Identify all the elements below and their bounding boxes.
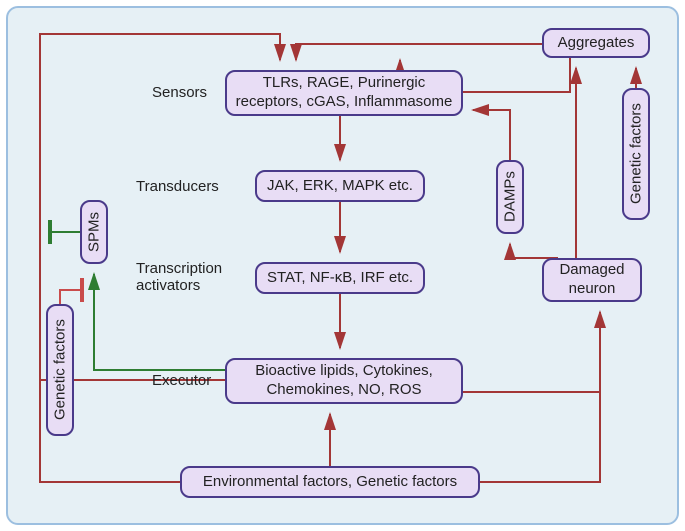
node-executor: Bioactive lipids, Cytokines, Chemokines,… [225,358,463,404]
node-transcription: STAT, NF-κB, IRF etc. [255,262,425,294]
edge-genL-inhibit-spms [60,290,84,304]
label-executor: Executor [152,372,211,389]
label-sensors: Sensors [152,84,207,101]
node-spms: SPMs [80,200,108,264]
label-transcription: Transcription activators [136,260,236,294]
node-envgen: Environmental factors, Genetic factors [180,466,480,498]
edge-exec-right-to-damaged [463,312,600,392]
edge-agg-to-sens-left [296,44,542,60]
node-aggregates: Aggregates [542,28,650,58]
edge-damaged-to-damps [510,244,558,258]
node-transducers: JAK, ERK, MAPK etc. [255,170,425,202]
node-genetic-right: Genetic factors [622,88,650,220]
node-genetic-left: Genetic factors [46,304,74,436]
node-damaged: Damaged neuron [542,258,642,302]
node-sensors: TLRs, RAGE, Purinergic receptors, cGAS, … [225,70,463,116]
edge-env-right-to-damaged [480,312,600,482]
label-transducers: Transducers [136,178,219,195]
node-damps: DAMPs [496,160,524,234]
edge-damps-to-sens [473,110,510,160]
